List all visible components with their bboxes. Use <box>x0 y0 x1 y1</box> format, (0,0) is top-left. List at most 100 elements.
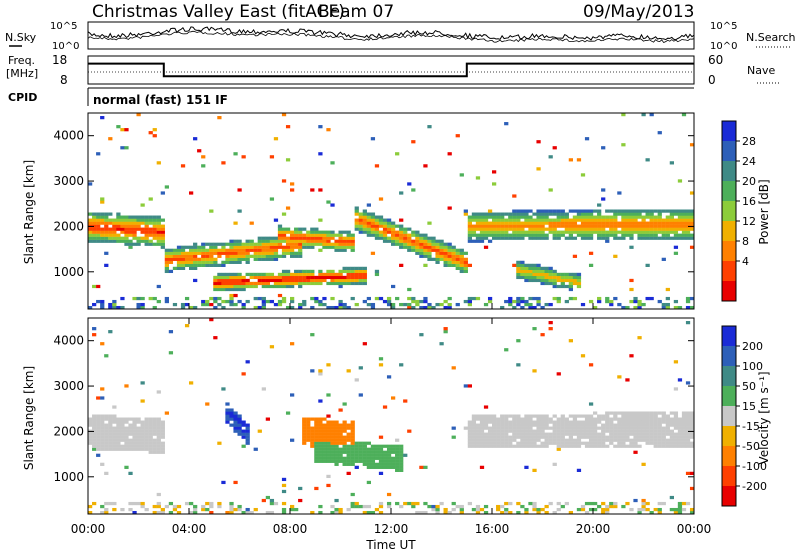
range-cell <box>435 251 440 255</box>
range-cell <box>487 296 493 301</box>
range-cell <box>104 441 109 445</box>
range-cell <box>108 429 113 433</box>
range-cell <box>516 236 521 240</box>
range-cell <box>290 272 295 277</box>
range-cell <box>645 227 650 231</box>
range-cell <box>661 414 666 418</box>
range-cell <box>621 143 626 147</box>
range-cell <box>431 504 436 509</box>
range-cell <box>241 251 246 255</box>
range-cell <box>225 275 230 280</box>
range-cell <box>552 224 557 228</box>
range-cell <box>508 215 513 219</box>
range-cell <box>588 501 594 506</box>
range-cell <box>512 438 517 442</box>
range-cell <box>556 284 561 289</box>
range-cell <box>653 507 658 512</box>
range-cell <box>395 501 400 506</box>
beam-label: Beam 07 <box>318 2 394 22</box>
range-cell <box>423 263 428 267</box>
range-cell <box>568 224 573 228</box>
range-cell <box>677 501 683 506</box>
range-cell <box>645 423 650 427</box>
range-cell <box>475 233 481 237</box>
range-cell <box>564 224 569 228</box>
range-cell <box>201 504 206 509</box>
range-cell <box>407 242 412 246</box>
range-cell <box>609 435 614 439</box>
range-cell <box>225 420 230 424</box>
range-cell <box>572 414 578 418</box>
range-cell <box>249 239 254 243</box>
range-cell <box>443 245 448 249</box>
range-cell <box>487 209 493 213</box>
range-cell <box>516 227 521 231</box>
range-cell <box>225 281 230 286</box>
range-cell <box>653 441 658 445</box>
range-cell <box>290 236 295 240</box>
range-cell <box>245 239 250 243</box>
range-cell <box>374 230 380 234</box>
range-cell <box>568 420 573 424</box>
range-cell <box>104 501 109 506</box>
range-cell <box>532 233 537 237</box>
range-cell <box>104 227 109 231</box>
range-cell <box>504 507 509 512</box>
range-cell <box>168 248 174 252</box>
range-cell <box>576 423 582 427</box>
range-cell <box>120 417 125 421</box>
range-cell <box>512 224 517 228</box>
range-cell <box>584 227 590 231</box>
range-cell <box>237 245 242 249</box>
range-cell <box>419 465 424 469</box>
range-cell <box>386 501 392 506</box>
range-cell <box>572 420 578 424</box>
range-cell <box>269 254 275 258</box>
range-cell <box>613 209 618 213</box>
range-cell <box>556 417 561 421</box>
range-cell <box>673 438 679 442</box>
range-cell <box>673 411 679 415</box>
range-cell <box>479 507 485 512</box>
range-cell <box>544 504 549 509</box>
range-cell <box>471 444 477 448</box>
range-cell <box>164 296 169 301</box>
range-cell <box>580 209 586 213</box>
range-cell <box>88 239 93 243</box>
range-cell <box>617 375 622 379</box>
range-cell <box>326 200 331 204</box>
range-cell <box>96 224 101 228</box>
range-cell <box>281 299 287 304</box>
range-cell <box>544 281 549 286</box>
range-cell <box>681 209 687 213</box>
range-cell <box>273 278 279 283</box>
range-cell <box>108 233 113 237</box>
range-cell <box>471 420 477 424</box>
range-cell <box>350 438 355 442</box>
range-cell <box>330 281 335 286</box>
range-cell <box>556 432 561 436</box>
range-cell <box>584 501 590 506</box>
range-cell <box>241 257 246 261</box>
range-cell <box>302 435 307 439</box>
range-cell <box>609 224 614 228</box>
range-cell <box>362 456 367 460</box>
range-cell <box>298 305 303 310</box>
range-cell <box>201 260 206 264</box>
range-cell <box>685 423 691 427</box>
range-cell <box>645 263 650 267</box>
range-cell <box>520 263 525 267</box>
range-cell <box>104 510 109 515</box>
range-cell <box>140 399 145 403</box>
range-cell <box>475 441 481 445</box>
range-cell <box>467 218 472 222</box>
range-cell <box>399 224 404 228</box>
range-cell <box>160 426 165 430</box>
range-cell <box>584 426 590 430</box>
range-cell <box>362 278 367 283</box>
range-cell <box>241 278 246 283</box>
range-cell <box>572 221 578 225</box>
range-cell <box>524 417 529 421</box>
range-cell <box>322 435 327 439</box>
range-cell <box>471 233 477 237</box>
